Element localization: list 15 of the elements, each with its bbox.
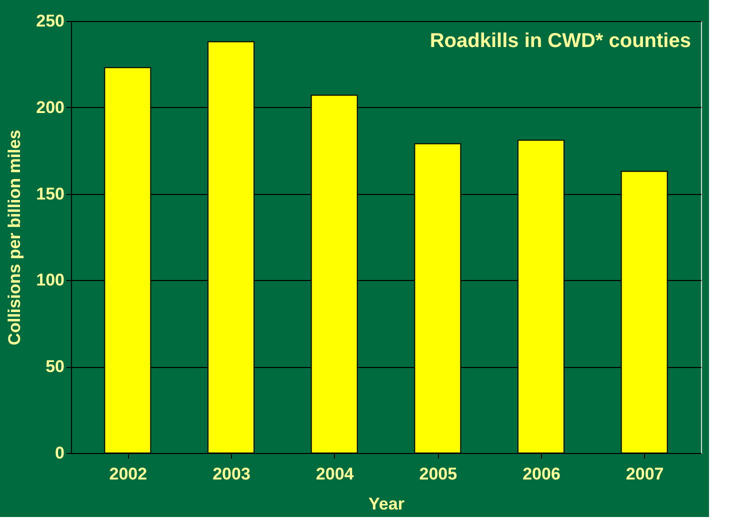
y-tick-label: 50: [46, 357, 64, 376]
y-tick-label: 150: [36, 184, 64, 204]
x-tick-label: 2006: [522, 464, 560, 484]
x-axis-title: Year: [368, 494, 405, 514]
y-tick-label: 0: [55, 444, 64, 462]
x-tick-label: 2007: [626, 464, 664, 484]
x-tick-label: 2002: [109, 464, 148, 484]
y-tick-label: 200: [36, 98, 64, 117]
x-tick-label: 2005: [419, 464, 458, 484]
x-tick-label: 2004: [316, 464, 354, 484]
y-axis-title: Collisions per billion miles: [5, 130, 24, 346]
y-tick-label: 100: [36, 270, 64, 290]
chart-title: Roadkills in CWD* counties: [430, 30, 691, 52]
y-tick-label: 250: [36, 12, 64, 30]
x-tick-label: 2003: [212, 464, 250, 484]
